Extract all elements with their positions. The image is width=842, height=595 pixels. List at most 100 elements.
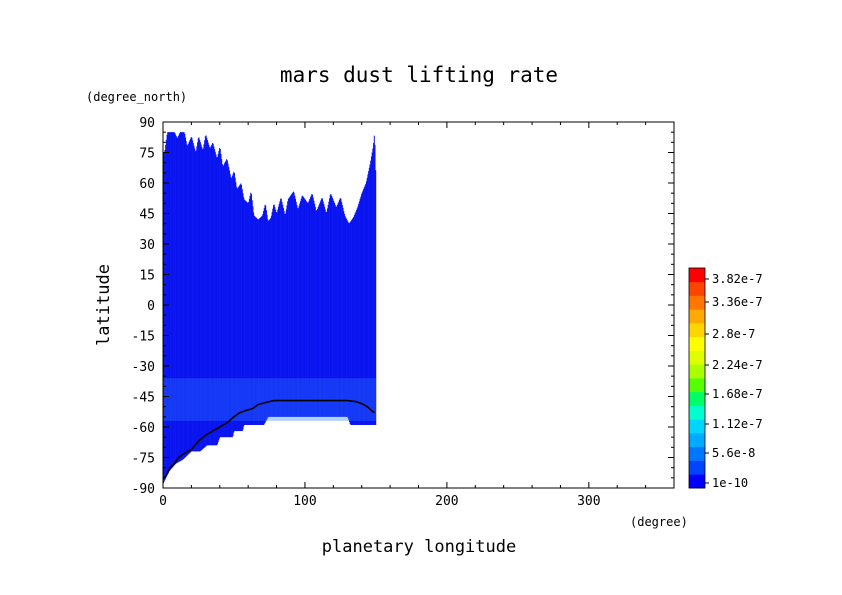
field-column — [189, 140, 191, 454]
y-tick-label: -45 — [132, 391, 155, 406]
field-column — [202, 149, 204, 450]
field-column — [292, 192, 294, 417]
field-column — [304, 198, 306, 417]
y-tick-label: -60 — [132, 421, 155, 436]
field-column — [216, 157, 218, 446]
dust-field — [163, 132, 377, 484]
field-column — [300, 198, 302, 417]
field-column — [368, 167, 370, 425]
field-column — [165, 139, 167, 478]
field-column — [258, 219, 260, 425]
colorbar-label: 5.6e-8 — [712, 446, 755, 460]
field-column — [211, 144, 213, 446]
field-column — [248, 201, 250, 425]
field-column — [233, 171, 235, 433]
y-tick-label: 0 — [147, 299, 155, 314]
field-column — [291, 193, 293, 417]
field-column — [326, 211, 328, 417]
colorbar-frame — [688, 267, 706, 489]
field-column — [337, 203, 339, 417]
field-column — [170, 132, 172, 470]
enhanced-lifting-band — [163, 378, 376, 421]
field-column — [230, 177, 232, 438]
field-column — [167, 132, 169, 475]
field-column — [223, 164, 225, 438]
field-column — [214, 149, 216, 446]
field-column — [362, 190, 364, 425]
colorbar-swatch — [689, 474, 705, 489]
field-column — [248, 198, 250, 425]
field-column — [238, 186, 240, 432]
field-column — [339, 198, 341, 417]
field-column — [321, 198, 323, 417]
field-column — [308, 200, 310, 417]
field-column — [243, 197, 245, 427]
field-column — [332, 199, 334, 417]
field-column — [369, 164, 371, 425]
field-column — [338, 201, 340, 417]
field-column — [293, 192, 295, 417]
field-column — [290, 195, 292, 417]
field-column — [233, 173, 235, 432]
field-column — [313, 200, 315, 417]
field-column — [275, 209, 277, 417]
field-column — [331, 195, 333, 417]
field-column — [315, 209, 317, 417]
field-column — [174, 132, 176, 465]
field-column — [260, 217, 262, 425]
field-column — [287, 201, 289, 417]
field-column — [171, 132, 173, 469]
field-column — [336, 206, 338, 417]
field-column — [222, 166, 224, 438]
field-column — [170, 132, 172, 469]
field-column — [181, 132, 183, 461]
colorbar-label: 1.12e-7 — [712, 417, 763, 431]
y-unit-label: (degree_north) — [86, 90, 187, 104]
field-column — [178, 134, 180, 462]
field-column — [190, 137, 192, 452]
field-column — [317, 207, 319, 417]
contour-line — [163, 399, 375, 479]
field-column — [183, 132, 185, 459]
x-tick-label: 200 — [435, 494, 458, 509]
field-column — [194, 148, 196, 452]
field-column — [235, 182, 237, 432]
field-column — [275, 212, 277, 417]
field-column — [326, 208, 328, 417]
field-column — [274, 207, 276, 417]
field-column — [208, 144, 210, 446]
field-column — [336, 204, 338, 417]
field-column — [365, 183, 367, 425]
field-column — [267, 219, 269, 418]
y-axis-label: latitude — [94, 264, 114, 346]
field-column — [375, 170, 377, 425]
field-column — [263, 210, 265, 425]
field-column — [273, 204, 275, 417]
field-column — [281, 201, 283, 417]
field-column — [211, 143, 213, 446]
field-column — [368, 171, 370, 425]
field-column — [209, 147, 211, 446]
field-column — [219, 147, 221, 439]
field-column — [225, 160, 227, 438]
field-column — [371, 152, 373, 425]
field-column — [373, 135, 375, 425]
field-column — [199, 142, 201, 452]
field-column — [257, 219, 259, 425]
field-column — [306, 201, 308, 417]
x-axis-label: planetary longitude — [322, 537, 516, 557]
field-column — [295, 198, 297, 417]
y-tick-label: -75 — [132, 452, 155, 467]
field-column — [345, 217, 347, 417]
field-column — [246, 201, 248, 425]
colorbar-label: 3.36e-7 — [712, 295, 763, 309]
field-column — [251, 200, 253, 425]
field-column — [312, 197, 314, 417]
field-column — [299, 201, 301, 417]
field-column — [363, 187, 365, 425]
field-column — [227, 163, 229, 438]
field-column — [260, 216, 262, 425]
field-column — [333, 201, 335, 417]
field-column — [224, 163, 226, 438]
field-column — [180, 132, 182, 461]
